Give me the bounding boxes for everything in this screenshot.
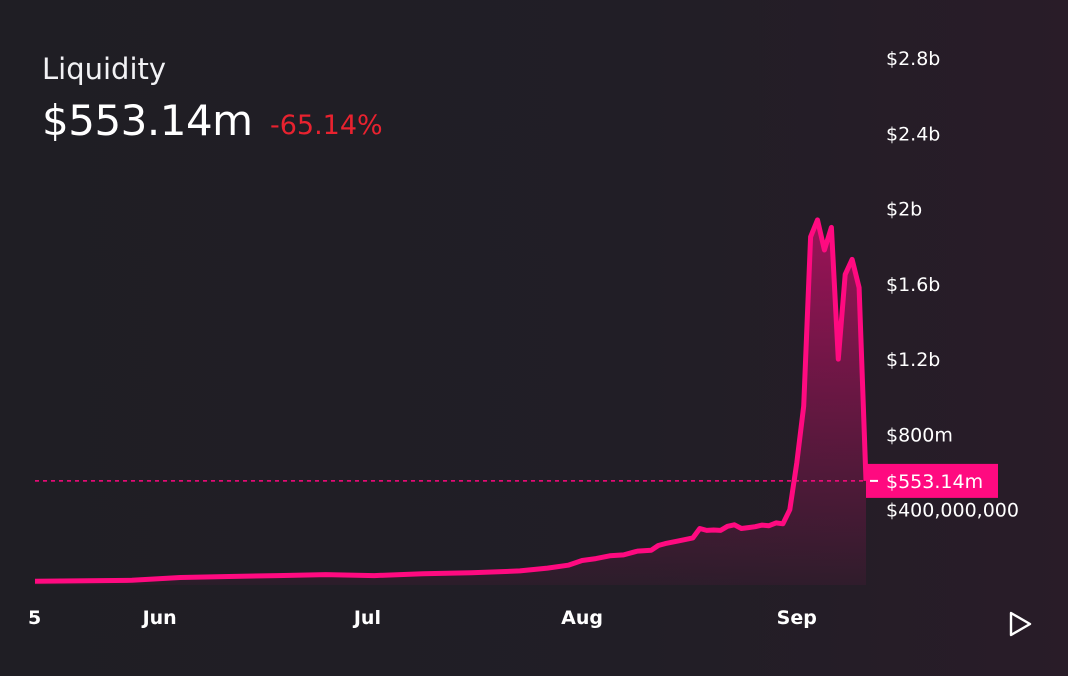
y-tick-label: $2.4b <box>886 123 940 145</box>
play-button[interactable] <box>1006 610 1034 638</box>
chart-title: Liquidity <box>42 52 167 86</box>
y-tick-label: $800m <box>886 424 953 446</box>
x-tick-label: 5 <box>28 607 41 629</box>
y-tick-label: $1.6b <box>886 274 940 296</box>
y-tick-label: $1.2b <box>886 349 940 371</box>
y-tick-label: $400,000,000 <box>886 500 1019 522</box>
percent-change: -65.14% <box>270 110 383 141</box>
x-tick-label: Aug <box>561 607 603 629</box>
current-value-label: $553.14m <box>886 471 983 493</box>
y-tick-label: $2.8b <box>886 48 940 70</box>
x-tick-label: Jun <box>141 607 177 629</box>
current-value-badge <box>866 463 998 498</box>
x-tick-label: Sep <box>777 607 817 629</box>
x-tick-label: Jul <box>352 607 381 629</box>
current-value: $553.14m <box>42 96 253 145</box>
area-fill <box>35 219 866 585</box>
series-line <box>34 217 869 584</box>
y-tick-label: $2b <box>886 199 922 221</box>
play-icon <box>1009 611 1032 637</box>
